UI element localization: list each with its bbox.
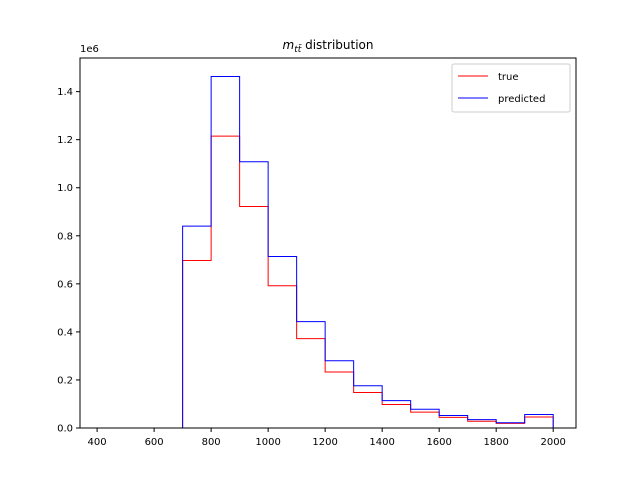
plot-frame	[79, 57, 577, 429]
x-tick-label: 2000	[540, 437, 565, 448]
y-tick-label: 1.0	[57, 183, 73, 194]
x-tick-label: 1600	[426, 437, 451, 448]
y-tick-label: 0.2	[57, 375, 73, 386]
legend: true predicted	[451, 63, 571, 113]
x-tick-label: 1400	[369, 437, 394, 448]
legend-label-predicted: predicted	[498, 94, 545, 105]
y-tick-label: 0.8	[57, 231, 73, 242]
y-tick-label: 0.0	[57, 424, 73, 435]
title-subscript: tt̄	[294, 43, 302, 55]
x-tick-label: 1000	[255, 437, 280, 448]
x-axis-ticks: 400 600 800 1000 1200 1400 1600 1800 2000	[88, 428, 566, 448]
y-tick-label: 0.6	[57, 279, 73, 290]
title-rest: distribution	[301, 38, 373, 52]
x-tick-label: 800	[202, 437, 221, 448]
x-tick-label: 1200	[312, 437, 337, 448]
y-scale-label: 1e6	[80, 44, 99, 55]
histogram-series	[97, 76, 554, 429]
x-tick-label: 1800	[483, 437, 508, 448]
y-tick-label: 1.2	[57, 135, 73, 146]
y-tick-label: 0.4	[57, 327, 73, 338]
y-tick-label: 1.4	[57, 87, 73, 98]
series-predicted	[97, 76, 554, 429]
x-tick-label: 600	[145, 437, 164, 448]
title-variable: m	[283, 38, 295, 52]
chart-title: mtt̄ distribution	[283, 38, 374, 55]
legend-label-true: true	[498, 72, 519, 83]
x-tick-label: 400	[88, 437, 107, 448]
y-axis-ticks: 0.0 0.2 0.4 0.6 0.8 1.0 1.2 1.4	[57, 87, 80, 435]
